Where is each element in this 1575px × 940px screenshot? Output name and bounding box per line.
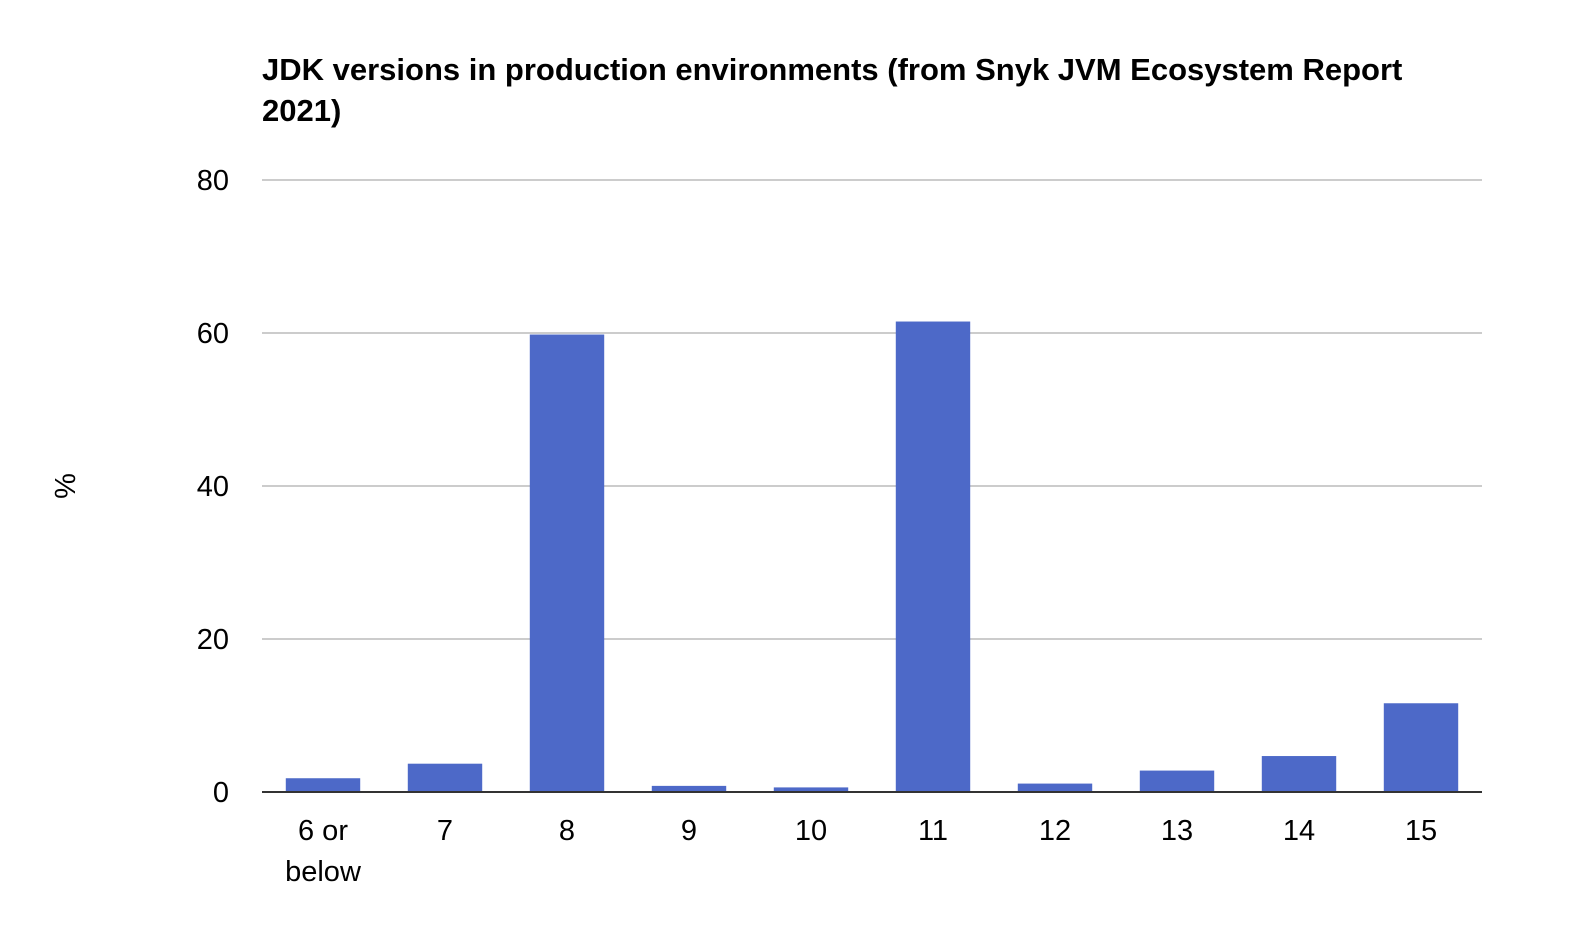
bar: [773, 787, 849, 792]
x-tick-label-line: 10: [795, 815, 827, 847]
y-tick-label: 60: [197, 318, 229, 350]
y-axis-ticks: 0 20 40 60 80: [197, 165, 229, 809]
bar: [407, 763, 483, 792]
x-tick-label-line: 9: [681, 815, 697, 847]
bars: [285, 321, 1459, 792]
x-tick-label-line: 6 or: [298, 815, 348, 847]
x-tick-label: 6 or below: [285, 815, 362, 888]
x-tick-label: 14: [1283, 815, 1315, 847]
x-tick-label-line: 7: [437, 815, 453, 847]
gridlines: [262, 179, 1482, 640]
x-tick-label: 11: [918, 815, 948, 847]
x-tick-label-line: 12: [1039, 815, 1071, 847]
bar: [895, 321, 971, 792]
x-tick-label: 7: [437, 815, 453, 847]
y-tick-label: 0: [213, 777, 229, 809]
bar: [651, 785, 727, 792]
x-tick-label-line: 15: [1405, 815, 1437, 847]
y-tick-label: 20: [197, 624, 229, 656]
x-tick-label: 9: [681, 815, 697, 847]
y-tick-label: 40: [197, 471, 229, 503]
y-axis-title: %: [50, 473, 82, 499]
x-tick-label: 10: [795, 815, 827, 847]
y-tick-label: 80: [197, 165, 229, 197]
bar: [1383, 703, 1459, 792]
chart-title-line-1: JDK versions in production environments …: [262, 52, 1402, 87]
x-tick-label-line: 8: [559, 815, 575, 847]
x-tick-label: 8: [559, 815, 575, 847]
chart-title: JDK versions in production environments …: [262, 52, 1411, 128]
bar: [285, 778, 361, 792]
x-tick-label-line: 13: [1161, 815, 1193, 847]
x-tick-label: 13: [1161, 815, 1193, 847]
x-tick-label: 15: [1405, 815, 1437, 847]
bar: [1139, 770, 1215, 792]
x-axis-ticks: 6 or below 7 8 9 10 11 12 13 14 15: [285, 815, 1437, 888]
x-tick-label-line: 14: [1283, 815, 1315, 847]
bar: [1261, 756, 1337, 792]
bar: [1017, 783, 1093, 792]
chart-title-line-2: 2021): [262, 93, 341, 128]
x-tick-label: 12: [1039, 815, 1071, 847]
bar: [529, 334, 605, 792]
x-tick-label-line: 11: [918, 815, 948, 847]
x-tick-label-line: below: [285, 856, 362, 888]
